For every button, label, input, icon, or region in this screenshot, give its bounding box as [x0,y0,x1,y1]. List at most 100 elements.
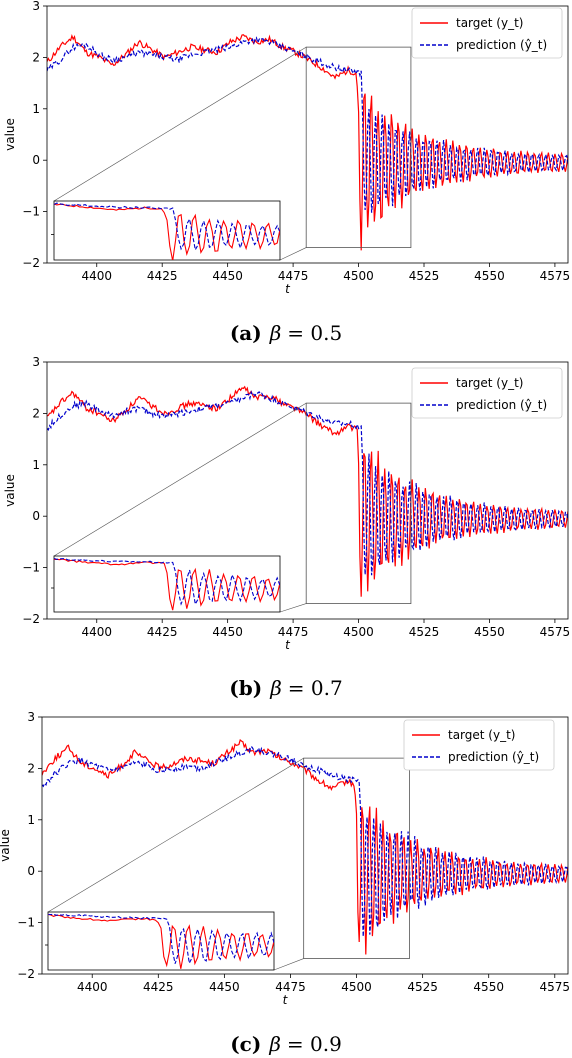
legend-label-prediction: prediction (ŷ_t) [456,38,547,52]
x-axis-label: t [285,638,291,652]
x-tick-label: 4525 [409,269,440,283]
legend-box [411,7,563,59]
x-tick-label: 4425 [143,980,174,994]
legend-label-target: target (y_t) [456,16,523,30]
caption-label: (c) [230,1032,261,1056]
inset-line-prediction [48,913,274,965]
legend-label-prediction: prediction (ŷ_t) [448,750,539,764]
zoom-region-box [305,402,412,604]
x-axis-label: t [285,282,291,296]
y-tick-label: 1 [32,102,40,116]
chart-panel-2: −2 −1 0 1 2 3 4400 4425 4450 4475 4500 4525 4550 4575… [3,355,570,700]
inset-line-prediction [54,557,280,606]
x-tick-label: 4400 [77,980,108,994]
x-tick-label: 4550 [474,269,505,283]
zoom-inset [45,911,275,971]
y-axis-label: value [3,474,17,507]
y-axis-label: value [0,829,12,862]
inset-frame [53,200,281,261]
y-tick-label: 2 [32,406,40,420]
x-tick-label: 4575 [540,625,571,639]
x-tick-label: 4500 [341,980,372,994]
figure-caption: (b) β = 0.7 [229,676,342,700]
axes-frame [41,716,569,975]
inset-line-prediction [54,202,280,252]
zoom-connector-line [279,603,307,613]
x-tick-label: 4450 [212,269,243,283]
y-tick-label: 1 [27,813,35,827]
y-tick-label: 3 [32,0,40,13]
caption-label: (b) [229,676,262,700]
y-tick-label: 1 [32,458,40,472]
y-tick-label: −2 [22,612,40,626]
x-tick-label: 4575 [540,980,571,994]
x-tick-label: 4425 [147,625,178,639]
inset-line-target [54,558,280,611]
figure-caption: (a) β = 0.5 [230,321,342,345]
y-tick-label: 0 [32,509,40,523]
axes-frame [46,361,569,620]
zoom-connector-line [53,402,307,557]
y-tick-label: 0 [27,864,35,878]
series-line-prediction [47,390,568,576]
axes-frame [46,5,569,264]
caption-label: (a) [230,321,262,345]
series-line-target [42,738,568,955]
x-tick-label: 4400 [81,625,112,639]
x-tick-label: 4550 [474,625,505,639]
series-line-target [47,34,568,251]
caption-beta: β [269,321,282,345]
zoom-inset [51,200,281,261]
y-tick-label: −2 [22,256,40,270]
y-tick-label: 3 [27,710,35,724]
x-tick-label: 4525 [409,625,440,639]
x-tick-label: 4475 [278,625,309,639]
figure-caption: (c) β = 0.9 [230,1032,342,1056]
legend-label-target: target (y_t) [456,376,523,390]
inset-line-target [54,203,280,260]
legend-label-prediction: prediction (ŷ_t) [456,398,547,412]
chart-panel-3: −2 −1 0 1 2 3 4400 4425 4450 4475 4500 4525 4550 4575… [0,710,570,1056]
zoom-inset [51,555,281,613]
inset-frame [47,911,275,971]
zoom-connector-line [273,958,304,971]
series-line-prediction [42,745,568,937]
legend-box [411,367,563,419]
inset-frame [53,555,281,613]
caption-beta: β [269,676,282,700]
x-tick-label: 4400 [81,269,112,283]
x-tick-label: 4425 [147,269,178,283]
legend: target (y_t) prediction (ŷ_t) [411,367,563,419]
y-tick-label: 3 [32,355,40,369]
zoom-connector-line [279,247,307,261]
chart-panel-1: −2 −1 0 1 2 3 4400 4425 4450 4475 4500 4525 4550 4575… [3,0,570,345]
series-line-prediction [47,36,568,213]
x-tick-label: 4450 [212,625,243,639]
zoom-region-box [303,757,410,959]
y-tick-label: −1 [22,205,40,219]
x-tick-label: 4475 [278,269,309,283]
legend-box [403,719,555,771]
zoom-connector-line [53,46,307,202]
x-tick-label: 4575 [540,269,571,283]
y-tick-label: 2 [32,50,40,64]
inset-line-target [48,913,274,969]
caption-value: = 0.9 [287,1032,342,1056]
caption-value: = 0.7 [288,676,343,700]
zoom-connector-line [47,757,304,913]
y-tick-label: −1 [22,561,40,575]
x-tick-label: 4525 [407,980,438,994]
x-tick-label: 4500 [343,269,374,283]
zoom-region-box [305,46,412,248]
y-tick-label: 0 [32,153,40,167]
y-tick-label: 2 [27,761,35,775]
x-tick-label: 4450 [209,980,240,994]
legend-label-target: target (y_t) [448,728,515,742]
x-tick-label: 4475 [275,980,306,994]
x-tick-label: 4550 [473,980,504,994]
y-axis-label: value [3,118,17,151]
y-tick-label: −1 [17,916,35,930]
y-tick-label: −2 [17,967,35,981]
x-tick-label: 4500 [343,625,374,639]
